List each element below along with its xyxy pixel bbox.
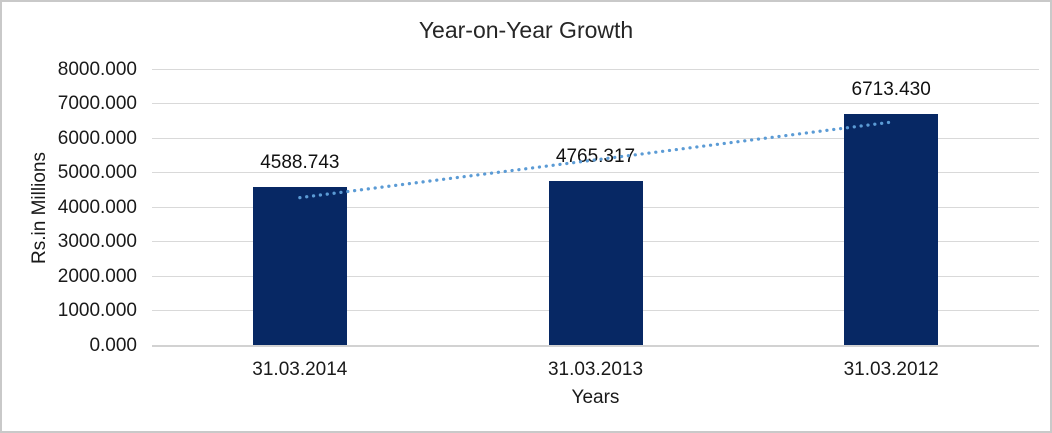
y-tick-label: 4000.000 [57,196,137,218]
bar-value-label: 4588.743 [260,152,340,174]
chart-title: Year-on-Year Growth [418,17,634,43]
bar-value-label: 6713.430 [851,79,931,101]
y-tick-label: 3000.000 [57,231,137,253]
y-tick-label: 1000.000 [57,300,137,322]
bar [252,187,347,346]
x-category-label: 31.03.2012 [843,359,939,380]
y-tick-label: 0.000 [89,334,137,356]
x-axis-title: Years [571,387,620,408]
bar [548,181,643,346]
y-tick-label: 7000.000 [57,93,137,115]
gridline [152,69,1039,70]
bar [844,114,939,346]
gridline [152,103,1039,105]
x-category-label: 31.03.2013 [547,359,644,380]
y-tick-label: 5000.000 [57,162,137,184]
x-axis-line [152,344,1039,347]
y-tick-label: 6000.000 [57,127,137,149]
y-tick-label: 2000.000 [57,265,137,287]
y-tick-label: 8000.000 [57,59,137,80]
x-category-label: 31.03.2014 [252,359,348,380]
bar-value-label: 4765.317 [555,146,636,168]
